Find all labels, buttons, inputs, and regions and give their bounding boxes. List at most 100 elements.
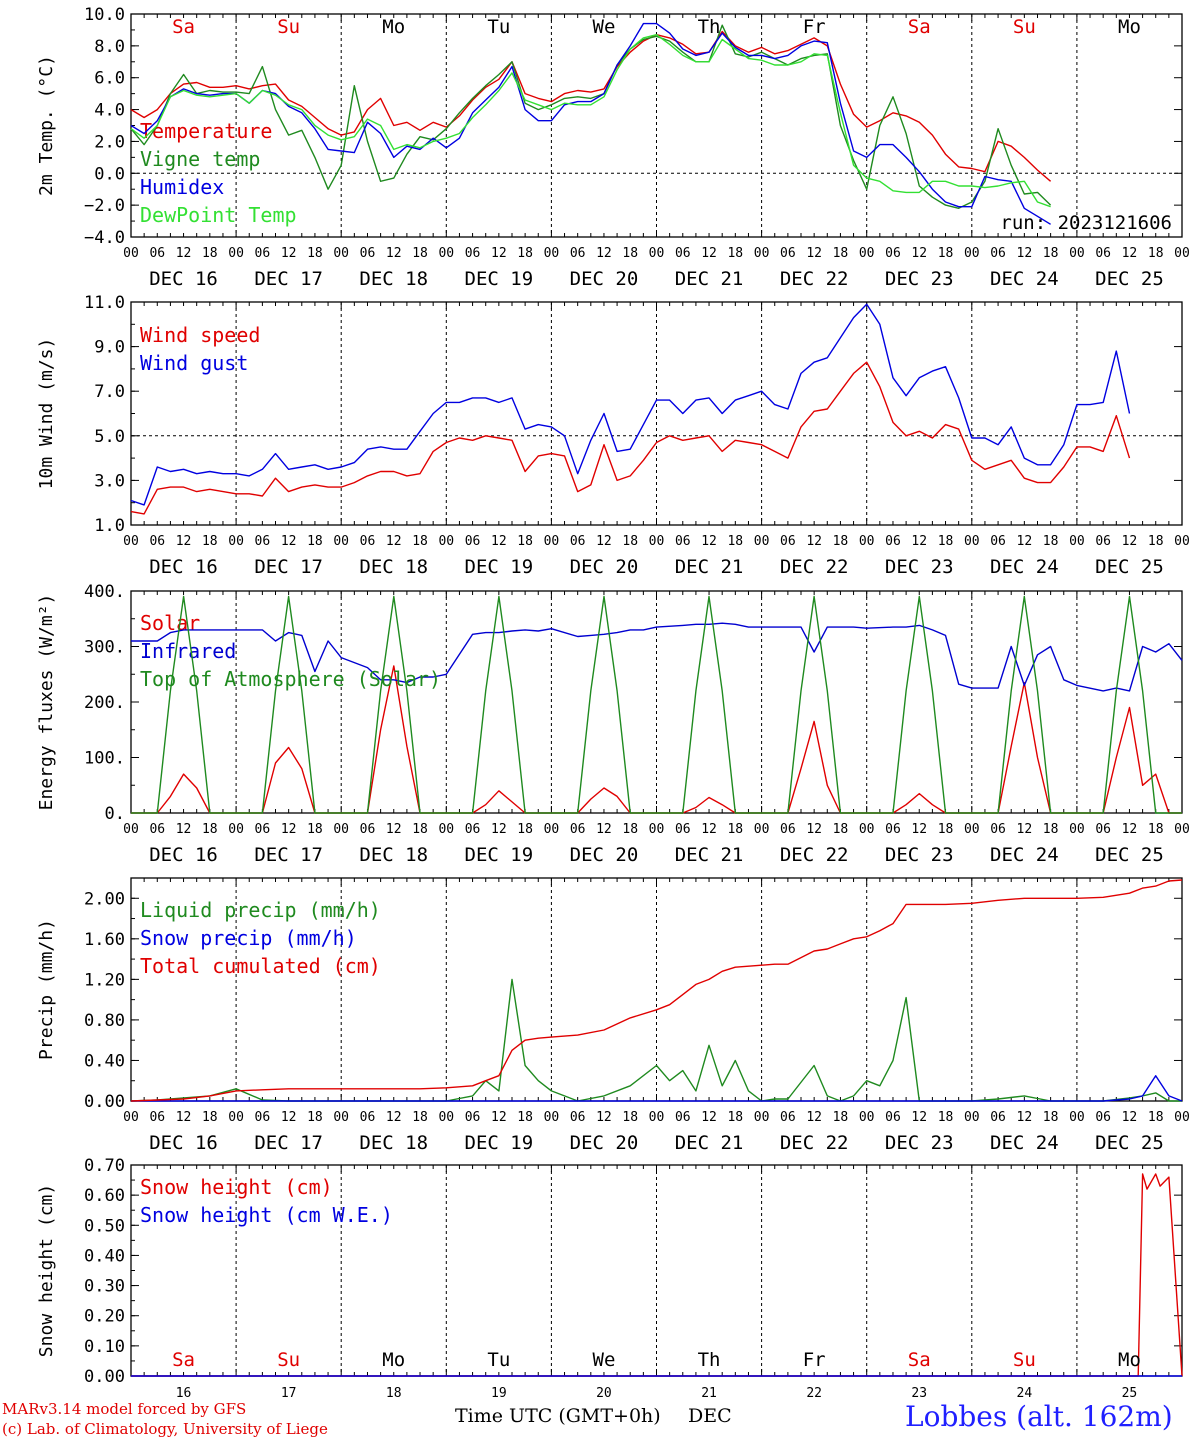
hour-tick-label: 06 xyxy=(570,1110,586,1125)
y-tick-label: 3.0 xyxy=(94,471,125,491)
hour-tick-label: 00 xyxy=(964,246,980,261)
date-label: DEC 23 xyxy=(885,844,954,866)
date-label: DEC 16 xyxy=(149,268,218,290)
hour-tick-label: 12 xyxy=(1017,822,1033,837)
hour-tick-label: 00 xyxy=(964,1110,980,1125)
hour-tick-label: 12 xyxy=(176,1110,192,1125)
legend-entry: Liquid precip (mm/h) xyxy=(140,898,381,922)
y-tick-label: 1.0 xyxy=(94,516,125,536)
legend-entry: Wind gust xyxy=(140,351,248,375)
hour-tick-label: 06 xyxy=(360,534,376,549)
date-label: DEC 23 xyxy=(885,268,954,290)
hour-tick-label: 00 xyxy=(1174,1110,1190,1125)
hour-tick-label: 12 xyxy=(701,822,717,837)
day-name-label: Mo xyxy=(382,16,405,38)
hour-tick-label: 12 xyxy=(281,822,297,837)
hour-tick-label: 18 xyxy=(727,246,743,261)
date-label: DEC 22 xyxy=(780,1132,849,1154)
hour-tick-label: 06 xyxy=(675,822,691,837)
day-name-label: Tu xyxy=(487,16,510,38)
hour-tick-label: 00 xyxy=(438,1110,454,1125)
y-tick-label: 5.0 xyxy=(94,427,125,447)
y-tick-label: 1.60 xyxy=(84,930,125,950)
hour-tick-label: 18 xyxy=(412,822,428,837)
y-tick-label: 0.60 xyxy=(84,1186,125,1206)
y-tick-label: 7.0 xyxy=(94,382,125,402)
hour-tick-label: 12 xyxy=(386,534,402,549)
hour-tick-label: 12 xyxy=(176,534,192,549)
date-label: DEC 21 xyxy=(675,268,744,290)
date-label: DEC 19 xyxy=(465,556,534,578)
hour-tick-label: 00 xyxy=(1174,822,1190,837)
hour-tick-label: 18 xyxy=(833,1110,849,1125)
hour-tick-label: 18 xyxy=(622,246,638,261)
hour-tick-label: 06 xyxy=(675,1110,691,1125)
y-tick-label: 9.0 xyxy=(94,338,125,358)
x-axis-label: Time UTC (GMT+0h) xyxy=(455,1405,661,1427)
hour-tick-label: 18 xyxy=(307,822,323,837)
hour-tick-label: 06 xyxy=(990,534,1006,549)
hour-tick-label: 00 xyxy=(859,822,875,837)
legend-entry: Snow height (cm) xyxy=(140,1175,333,1199)
hour-tick-label: 12 xyxy=(491,1110,507,1125)
hour-tick-label: 18 xyxy=(412,246,428,261)
hour-tick-label: 12 xyxy=(1122,246,1138,261)
day-number-label: 18 xyxy=(386,1386,402,1401)
hour-tick-label: 12 xyxy=(176,822,192,837)
station-label: Lobbes (alt. 162m) xyxy=(905,1400,1173,1433)
y-axis-label: Energy fluxes (W/m²) xyxy=(36,594,57,811)
hour-tick-label: 06 xyxy=(149,1110,165,1125)
y-tick-label: 0.00 xyxy=(84,1092,125,1112)
panel-1: 10.0 8.0 6.0 4.0 2.0 0.0 −2.0 −4.0 2m Temp. (°C)… xyxy=(36,5,1190,290)
hour-tick-label: 18 xyxy=(938,822,954,837)
hour-tick-label: 06 xyxy=(465,534,481,549)
hour-tick-label: 12 xyxy=(1017,534,1033,549)
hour-tick-label: 00 xyxy=(859,1110,875,1125)
hour-tick-label: 18 xyxy=(517,1110,533,1125)
y-tick-label: 100. xyxy=(84,749,125,769)
hour-tick-label: 00 xyxy=(228,246,244,261)
series-line-total-cumulated-cm xyxy=(130,879,1183,1102)
hour-tick-label: 12 xyxy=(596,1110,612,1125)
hour-tick-label: 00 xyxy=(1069,534,1085,549)
date-label: DEC 17 xyxy=(254,556,323,578)
hour-tick-label: 06 xyxy=(360,246,376,261)
date-label: DEC 17 xyxy=(254,844,323,866)
hour-tick-label: 06 xyxy=(149,822,165,837)
hour-tick-label: 12 xyxy=(1122,534,1138,549)
hour-tick-label: 18 xyxy=(412,534,428,549)
day-name-label: Mo xyxy=(382,1349,405,1371)
hour-tick-label: 12 xyxy=(806,534,822,549)
hour-tick-label: 00 xyxy=(859,534,875,549)
hour-tick-label: 00 xyxy=(859,246,875,261)
hour-tick-label: 18 xyxy=(517,534,533,549)
legend-entry: Snow height (cm W.E.) xyxy=(140,1203,393,1227)
hour-tick-label: 18 xyxy=(1043,534,1059,549)
hour-tick-label: 00 xyxy=(123,534,139,549)
hour-tick-label: 00 xyxy=(1174,246,1190,261)
hour-tick-label: 06 xyxy=(990,822,1006,837)
y-tick-label: 0.80 xyxy=(84,1011,125,1031)
hour-tick-label: 18 xyxy=(307,246,323,261)
hour-tick-label: 00 xyxy=(964,822,980,837)
hour-tick-label: 12 xyxy=(281,534,297,549)
day-name-label: Fr xyxy=(803,16,826,38)
y-tick-label: 4.0 xyxy=(94,101,125,121)
hour-tick-label: 18 xyxy=(307,1110,323,1125)
date-label: DEC 18 xyxy=(359,844,428,866)
hour-tick-label: 18 xyxy=(727,534,743,549)
date-label: DEC 18 xyxy=(359,556,428,578)
date-label: DEC 21 xyxy=(675,556,744,578)
hour-tick-label: 18 xyxy=(1043,1110,1059,1125)
hour-tick-label: 12 xyxy=(386,1110,402,1125)
hour-tick-label: 06 xyxy=(780,822,796,837)
day-name-label: Sa xyxy=(908,1349,931,1371)
day-number-label: 25 xyxy=(1122,1386,1138,1401)
hour-tick-label: 12 xyxy=(911,246,927,261)
hour-tick-label: 06 xyxy=(360,822,376,837)
hour-tick-label: 06 xyxy=(885,1110,901,1125)
y-tick-label: −4.0 xyxy=(84,228,125,248)
hour-tick-label: 06 xyxy=(885,246,901,261)
hour-tick-label: 18 xyxy=(202,534,218,549)
hour-tick-label: 00 xyxy=(1069,822,1085,837)
